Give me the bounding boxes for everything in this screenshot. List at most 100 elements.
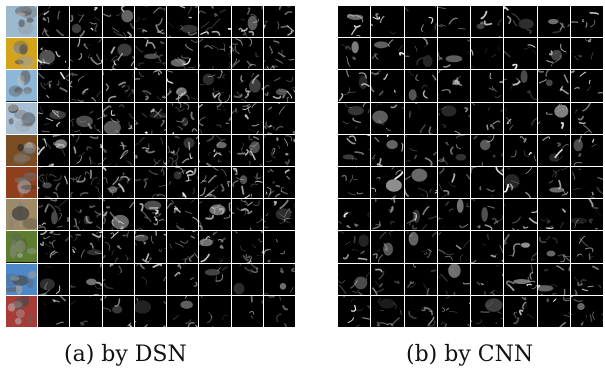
feature-map-tile [436, 69, 472, 103]
feature-map-tile [69, 101, 103, 135]
feature-map-tile [370, 37, 405, 71]
feature-map-image [70, 70, 102, 102]
feature-map-tile [166, 101, 200, 135]
feature-map-image [167, 263, 199, 295]
feature-map-image [6, 295, 38, 327]
feature-map-image [437, 6, 470, 38]
feature-map-image [504, 6, 537, 38]
feature-map-tile [133, 37, 168, 71]
feature-map-image [537, 102, 570, 134]
feature-map-image [404, 102, 437, 134]
feature-map-image [263, 134, 295, 166]
feature-map-tile [403, 101, 438, 135]
feature-map-image [134, 167, 167, 199]
feature-map-tile [133, 198, 168, 232]
feature-map-tile [370, 4, 405, 39]
feature-map-image [70, 263, 102, 295]
row-input-thumbnail [4, 69, 39, 103]
feature-map-tile [101, 294, 135, 328]
feature-map-image [437, 295, 470, 327]
feature-map-tile [262, 69, 296, 103]
feature-map-tile [133, 133, 168, 167]
feature-map-image [338, 295, 371, 327]
feature-map-image [199, 102, 231, 134]
feature-map-tile [133, 69, 168, 103]
row-input-thumbnail [4, 294, 39, 328]
feature-map-tile [262, 165, 296, 200]
feature-map-tile [436, 133, 472, 167]
feature-map-image [570, 6, 603, 38]
feature-map-image [6, 6, 38, 38]
feature-map-tile [37, 262, 71, 296]
feature-map-image [471, 70, 504, 102]
feature-map-image [537, 38, 570, 70]
feature-map-image [199, 70, 231, 102]
feature-map-tile [370, 198, 405, 232]
feature-map-tile [469, 230, 505, 264]
feature-map-image [338, 134, 371, 166]
feature-map-image [404, 263, 437, 295]
feature-map-image [504, 263, 537, 295]
feature-map-tile [37, 101, 71, 135]
feature-map-image [471, 38, 504, 70]
feature-map-image [471, 6, 504, 38]
feature-map-image [134, 134, 167, 166]
feature-map-tile [403, 230, 438, 264]
feature-map-tile [336, 4, 372, 39]
feature-map-image [471, 263, 504, 295]
feature-map-tile [133, 262, 168, 296]
feature-map-tile [370, 165, 405, 200]
feature-map-image [263, 70, 295, 102]
feature-map-image [6, 134, 38, 166]
feature-map-tile [336, 165, 372, 200]
feature-map-image [38, 38, 70, 70]
feature-map-image [263, 38, 295, 70]
feature-map-tile [166, 165, 200, 200]
feature-map-tile [370, 101, 405, 135]
feature-map-tile [336, 198, 372, 232]
feature-map-image [537, 134, 570, 166]
row-input-thumbnail [4, 230, 39, 264]
feature-map-image [404, 295, 437, 327]
feature-map-tile [403, 294, 438, 328]
feature-map-tile [503, 101, 538, 135]
feature-map-tile [569, 230, 605, 264]
feature-map-tile [37, 69, 71, 103]
feature-map-tile [403, 69, 438, 103]
feature-map-tile [101, 69, 135, 103]
feature-map-image [471, 102, 504, 134]
feature-map-image [102, 38, 134, 70]
feature-map-image [570, 263, 603, 295]
feature-map-image [338, 199, 371, 231]
feature-map-tile [503, 294, 538, 328]
feature-map-tile [503, 69, 538, 103]
feature-map-tile [370, 69, 405, 103]
feature-map-image [371, 70, 404, 102]
feature-map-image [231, 134, 263, 166]
feature-map-tile [198, 294, 232, 328]
feature-map-tile [69, 230, 103, 264]
feature-map-image [102, 295, 134, 327]
feature-map-tile [469, 4, 505, 39]
feature-map-tile [569, 101, 605, 135]
panel-dsn-feature-maps [4, 4, 296, 328]
feature-map-tile [230, 37, 264, 71]
feature-map-image [199, 6, 231, 38]
feature-map-image [371, 263, 404, 295]
feature-map-image [38, 102, 70, 134]
feature-map-tile [469, 69, 505, 103]
feature-map-image [167, 231, 199, 263]
feature-map-image [263, 102, 295, 134]
feature-map-image [199, 231, 231, 263]
feature-map-tile [336, 230, 372, 264]
feature-map-image [537, 6, 570, 38]
feature-map-image [371, 231, 404, 263]
feature-map-tile [469, 133, 505, 167]
feature-map-tile [262, 230, 296, 264]
feature-map-image [404, 70, 437, 102]
feature-map-image [471, 295, 504, 327]
feature-map-tile [336, 69, 372, 103]
feature-map-tile [166, 69, 200, 103]
feature-map-image [70, 6, 102, 38]
feature-map-image [371, 167, 404, 199]
